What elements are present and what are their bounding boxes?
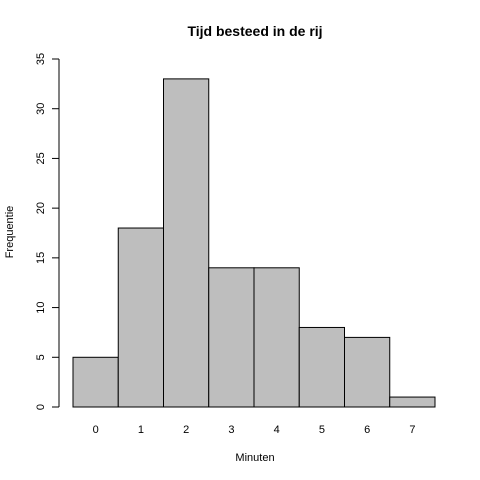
y-tick-label-15: 15 (35, 252, 47, 264)
x-tick-label-4: 4 (274, 424, 280, 436)
y-axis: 0 5 10 15 20 25 30 35 (35, 53, 60, 410)
y-tick-label-5: 5 (35, 354, 47, 360)
bar-3 (208, 267, 255, 408)
x-tick-label-3: 3 (228, 424, 234, 436)
x-tick-label-1: 1 (138, 424, 144, 436)
bar-5 (298, 326, 345, 408)
x-tick-label-2: 2 (183, 424, 189, 436)
y-tick-label-20: 20 (35, 202, 47, 214)
x-tick-label-5: 5 (319, 424, 325, 436)
bar-7 (389, 396, 436, 408)
x-axis-label: Minuten (235, 452, 274, 464)
x-tick-label-0: 0 (93, 424, 99, 436)
x-tick-label-6: 6 (364, 424, 370, 436)
bars-group (72, 78, 436, 408)
x-tick-label-7: 7 (409, 424, 415, 436)
y-tick-label-25: 25 (35, 152, 47, 164)
x-tick-labels: 0 1 2 3 4 5 6 7 (93, 424, 416, 436)
y-axis-label: Frequentie (4, 206, 16, 259)
bar-1 (117, 227, 164, 408)
bar-2 (163, 78, 210, 408)
y-tick-label-35: 35 (35, 53, 47, 65)
bar-4 (253, 267, 300, 408)
chart-title: Tijd besteed in de rij (187, 23, 322, 39)
y-tick-label-0: 0 (35, 404, 47, 410)
bar-6 (344, 336, 391, 408)
bar-0 (72, 356, 119, 408)
y-tick-label-10: 10 (35, 301, 47, 313)
y-tick-label-30: 30 (35, 103, 47, 115)
